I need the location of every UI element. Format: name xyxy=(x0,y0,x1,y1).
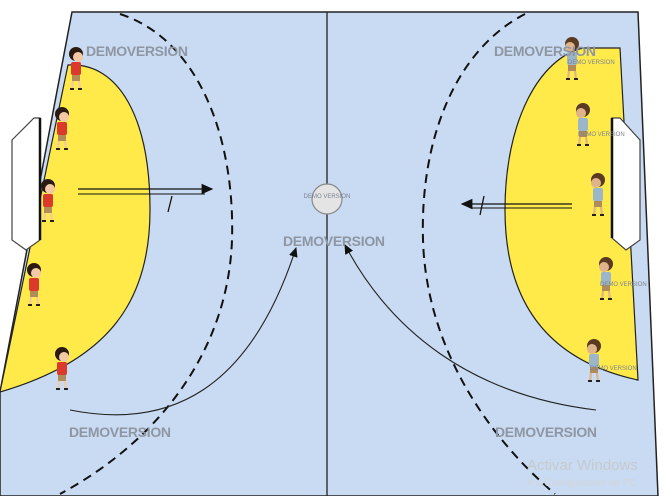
player-watermark: DEMO VERSION xyxy=(568,60,615,66)
ball-icon: DEMO VERSION xyxy=(304,183,351,215)
svg-text:DEMO VERSION: DEMO VERSION xyxy=(304,194,351,200)
watermark-bottom-right: DEMOVERSION xyxy=(495,424,597,440)
player-watermark: DEMO VERSION xyxy=(578,132,625,138)
windows-activation-subtitle: Ir a Configuración de PC xyxy=(527,478,637,489)
watermark-center: DEMOVERSION xyxy=(283,233,385,249)
right-free-throw-line xyxy=(421,13,556,495)
left-pass-curve xyxy=(69,246,298,416)
watermark-bottom-left: DEMOVERSION xyxy=(69,424,171,440)
windows-activation-title: Activar Windows xyxy=(527,457,638,474)
player-watermark: DEMO VERSION xyxy=(590,366,637,372)
court-surface xyxy=(0,11,659,496)
watermark-top-right: DEMOVERSION xyxy=(494,43,596,59)
watermark-top-left: DEMOVERSION xyxy=(86,43,188,59)
left-goal-area xyxy=(0,64,151,393)
right-pass-curve xyxy=(344,244,597,411)
player-watermark: DEMO VERSION xyxy=(600,282,647,288)
left-goal xyxy=(11,117,41,251)
left-free-throw-line xyxy=(59,13,234,495)
